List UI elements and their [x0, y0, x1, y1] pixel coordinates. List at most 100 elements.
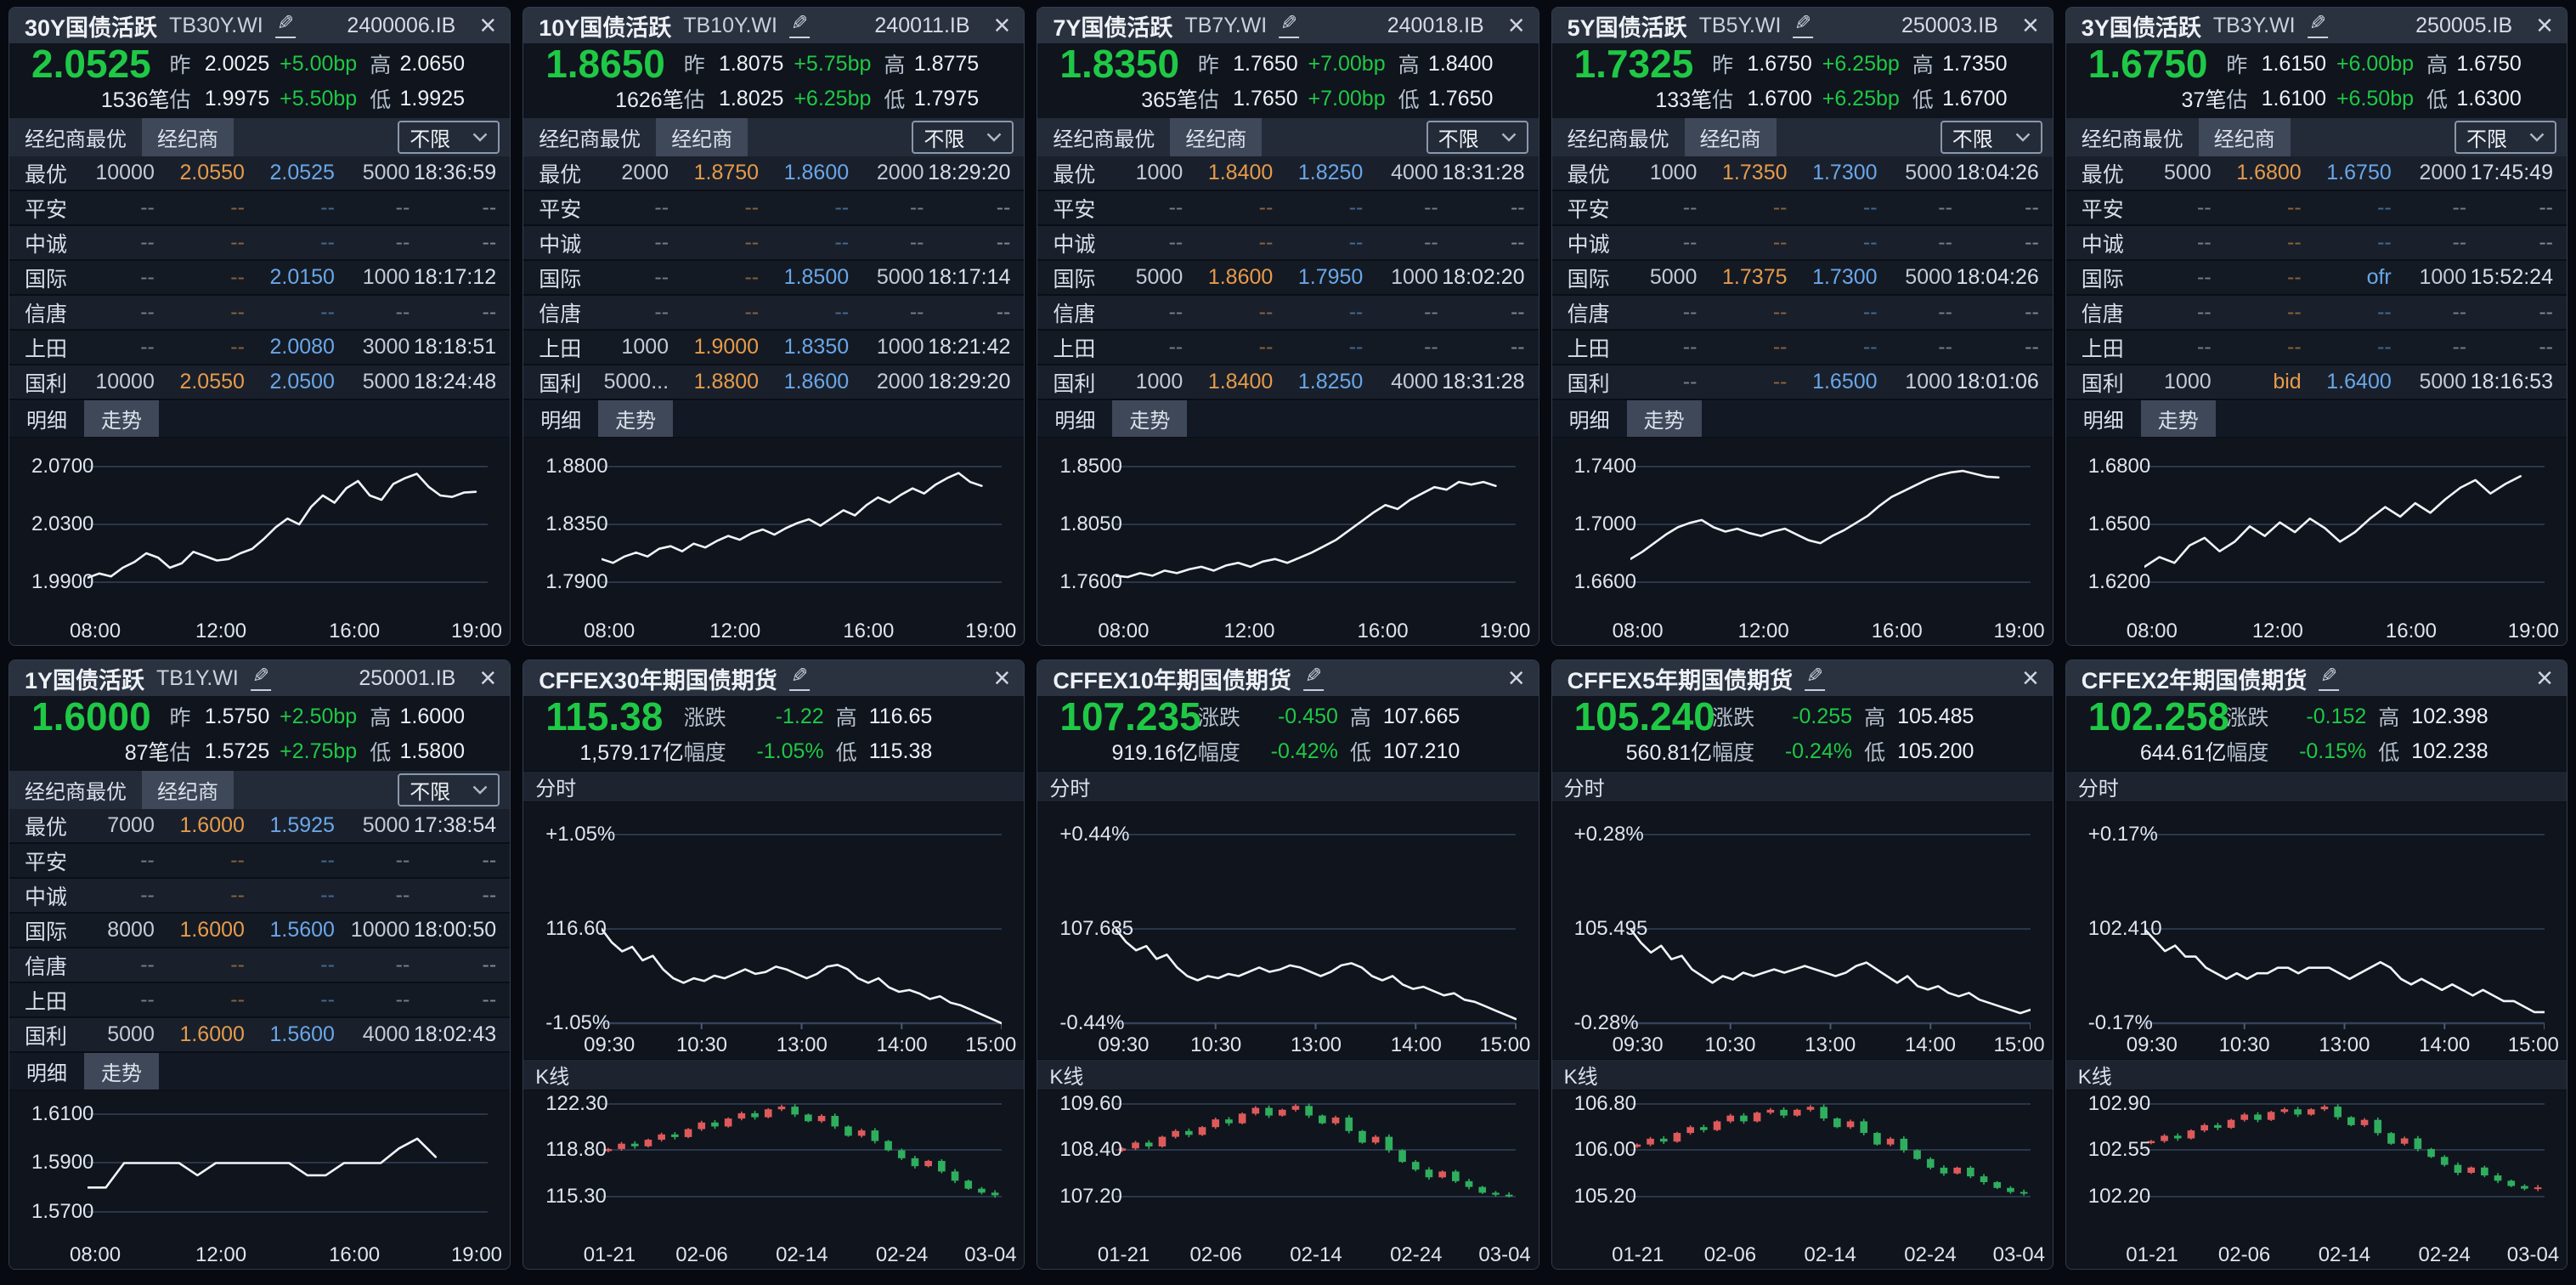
close-icon[interactable]: ×	[2021, 662, 2039, 694]
close-icon[interactable]: ×	[1507, 9, 1525, 42]
tab-detail[interactable]: 明细	[540, 410, 582, 433]
tab-trend[interactable]: 走势	[84, 400, 159, 437]
quote-row[interactable]: 国际 -- -- 1.8500 5000 18:17:14	[523, 261, 1025, 296]
quote-row[interactable]: 国际 8000 1.6000 1.5600 10000 18:00:50	[9, 914, 511, 948]
close-icon[interactable]: ×	[2536, 9, 2553, 42]
y-axis-label: 1.7900	[545, 570, 608, 593]
kline-chart: 122.30 118.80 115.30 01-21 02-06 02-14 02-24 03…	[523, 1090, 1025, 1269]
quote-row[interactable]: 国利 5000 1.6000 1.5600 4000 18:02:43	[9, 1018, 511, 1053]
quote-row[interactable]: 信唐 -- -- -- -- --	[2065, 296, 2567, 331]
high-value: 2.0650	[399, 51, 465, 76]
quote-row[interactable]: 国际 5000 1.8600 1.7950 1000 18:02:20	[1037, 261, 1539, 296]
quote-row[interactable]: 国际 -- -- ofr 1000 15:52:24	[2065, 261, 2567, 296]
edit-icon[interactable]: ✎	[250, 665, 271, 691]
quote-cell-v1: 1000	[621, 335, 669, 359]
quote-row[interactable]: 国利 -- -- 1.6500 1000 18:01:06	[1551, 365, 2053, 400]
edit-icon[interactable]: ✎	[274, 12, 296, 38]
edit-icon[interactable]: ✎	[788, 665, 810, 691]
quote-row[interactable]: 信唐 -- -- -- -- --	[1551, 296, 2053, 331]
tab-detail[interactable]: 明细	[1054, 410, 1096, 433]
edit-icon[interactable]: ✎	[1279, 12, 1300, 38]
edit-icon[interactable]: ✎	[2307, 12, 2328, 38]
quote-row[interactable]: 最优 2000 1.8750 1.8600 2000 18:29:20	[523, 156, 1025, 191]
tab-trend[interactable]: 走势	[598, 400, 674, 437]
tab-detail[interactable]: 明细	[1568, 410, 1610, 433]
quote-row[interactable]: 上田 -- -- 2.0080 3000 18:18:51	[9, 331, 511, 365]
quote-row[interactable]: 最优 5000 1.6800 1.6750 2000 17:45:49	[2065, 156, 2567, 191]
minute-section-bar: 分时	[2065, 771, 2567, 802]
close-icon[interactable]: ×	[479, 9, 497, 42]
quote-row[interactable]: 国际 -- -- 2.0150 1000 18:17:12	[9, 261, 511, 296]
quote-row[interactable]: 国利 1000 bid 1.6400 5000 18:16:53	[2065, 365, 2567, 400]
quote-row[interactable]: 平安 -- -- -- -- --	[9, 844, 511, 879]
quote-row[interactable]: 中诚 -- -- -- -- --	[2065, 226, 2567, 261]
quote-row[interactable]: 上田 -- -- -- -- --	[1037, 331, 1539, 365]
quote-row[interactable]: 信唐 -- -- -- -- --	[1037, 296, 1539, 331]
quote-row[interactable]: 最优 1000 1.7350 1.7300 5000 18:04:26	[1551, 156, 2053, 191]
tab-broker-best[interactable]: 经纪商最优	[25, 781, 127, 804]
quote-row[interactable]: 中诚 -- -- -- -- --	[9, 226, 511, 261]
quote-row[interactable]: 国利 1000 1.8400 1.8250 4000 18:31:28	[1037, 365, 1539, 400]
broker-filter-dropdown[interactable]: 不限	[398, 773, 500, 807]
quote-row[interactable]: 最优 10000 2.0550 2.0525 5000 18:36:59	[9, 156, 511, 191]
quote-row[interactable]: 上田 -- -- -- -- --	[2065, 331, 2567, 365]
tab-broker-best[interactable]: 经纪商最优	[539, 128, 641, 151]
tab-trend[interactable]: 走势	[2140, 400, 2216, 437]
quote-row[interactable]: 最优 1000 1.8400 1.8250 4000 18:31:28	[1037, 156, 1539, 191]
quote-row[interactable]: 最优 7000 1.6000 1.5925 5000 17:38:54	[9, 809, 511, 844]
broker-filter-dropdown[interactable]: 不限	[1426, 121, 1528, 154]
close-icon[interactable]: ×	[1507, 662, 1525, 694]
quote-row[interactable]: 上田 1000 1.9000 1.8350 1000 18:21:42	[523, 331, 1025, 365]
tab-broker[interactable]: 经纪商	[142, 118, 234, 156]
tab-broker[interactable]: 经纪商	[1170, 118, 1263, 156]
broker-filter-dropdown[interactable]: 不限	[912, 121, 1014, 154]
quote-row[interactable]: 信唐 -- -- -- -- --	[9, 948, 511, 983]
tab-trend[interactable]: 走势	[1112, 400, 1188, 437]
tab-broker-best[interactable]: 经纪商最优	[2081, 128, 2183, 151]
tab-broker[interactable]: 经纪商	[1684, 118, 1777, 156]
quote-row[interactable]: 信唐 -- -- -- -- --	[523, 296, 1025, 331]
tab-detail[interactable]: 明细	[26, 1062, 67, 1085]
broker-filter-dropdown[interactable]: 不限	[398, 121, 500, 154]
tab-trend[interactable]: 走势	[84, 1053, 159, 1090]
close-icon[interactable]: ×	[479, 662, 497, 694]
quote-row[interactable]: 平安 -- -- -- -- --	[523, 191, 1025, 226]
tab-trend[interactable]: 走势	[1626, 400, 1702, 437]
tab-detail[interactable]: 明细	[2082, 410, 2124, 433]
quote-cell-name: 平安	[1053, 197, 1096, 222]
tab-broker-best[interactable]: 经纪商最优	[1567, 128, 1669, 151]
edit-icon[interactable]: ✎	[1302, 665, 1325, 691]
quote-row[interactable]: 平安 -- -- -- -- --	[1551, 191, 2053, 226]
quote-row[interactable]: 平安 -- -- -- -- --	[9, 191, 511, 226]
edit-icon[interactable]: ✎	[2319, 665, 2340, 691]
est-label: 估	[2226, 88, 2248, 112]
quote-row[interactable]: 上田 -- -- -- -- --	[9, 983, 511, 1018]
quote-row[interactable]: 国际 5000 1.7375 1.7300 5000 18:04:26	[1551, 261, 2053, 296]
close-icon[interactable]: ×	[2021, 9, 2039, 42]
close-icon[interactable]: ×	[2536, 662, 2553, 694]
quote-row[interactable]: 中诚 -- -- -- -- --	[1037, 226, 1539, 261]
quote-row[interactable]: 信唐 -- -- -- -- --	[9, 296, 511, 331]
edit-icon[interactable]: ✎	[1805, 665, 1826, 691]
broker-filter-dropdown[interactable]: 不限	[2455, 121, 2556, 154]
tab-broker[interactable]: 经纪商	[142, 771, 234, 809]
close-icon[interactable]: ×	[993, 9, 1011, 42]
tab-broker-best[interactable]: 经纪商最优	[1053, 128, 1155, 151]
quote-row[interactable]: 中诚 -- -- -- -- --	[523, 226, 1025, 261]
quote-row[interactable]: 国利 5000... 1.8800 1.8600 2000 18:29:20	[523, 365, 1025, 400]
quote-row[interactable]: 平安 -- -- -- -- --	[1037, 191, 1539, 226]
quote-row[interactable]: 平安 -- -- -- -- --	[2065, 191, 2567, 226]
tab-detail[interactable]: 明细	[26, 410, 67, 433]
quote-row[interactable]: 中诚 -- -- -- -- --	[1551, 226, 2053, 261]
quote-row[interactable]: 国利 10000 2.0550 2.0500 5000 18:24:48	[9, 365, 511, 400]
edit-icon[interactable]: ✎	[1793, 12, 1814, 38]
broker-filter-dropdown[interactable]: 不限	[1940, 121, 2042, 154]
quote-row[interactable]: 中诚 -- -- -- -- --	[9, 879, 511, 914]
quote-row[interactable]: 上田 -- -- -- -- --	[1551, 331, 2053, 365]
tab-broker[interactable]: 经纪商	[656, 118, 749, 156]
close-icon[interactable]: ×	[993, 662, 1011, 694]
quote-cell-time: 15:52:24	[2470, 265, 2553, 289]
edit-icon[interactable]: ✎	[788, 12, 811, 38]
tab-broker[interactable]: 经纪商	[2198, 118, 2291, 156]
tab-broker-best[interactable]: 经纪商最优	[25, 128, 127, 151]
